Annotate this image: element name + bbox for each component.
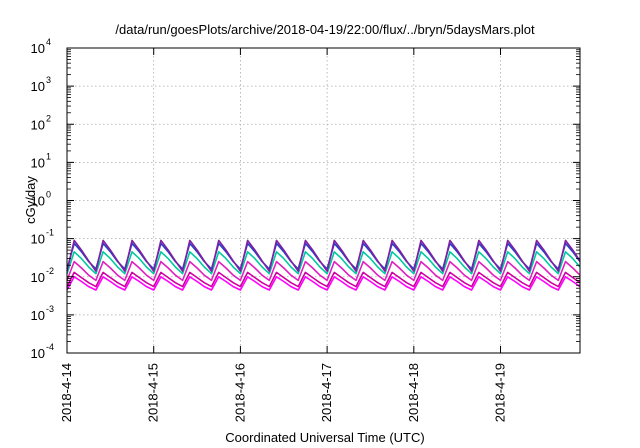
y-tick-exponent: -2: [46, 266, 54, 276]
x-tick-label: 2018-4-18: [406, 363, 421, 422]
series-line: [66, 275, 581, 291]
x-tick-label: 2018-4-14: [59, 363, 74, 422]
series-line: [66, 271, 581, 288]
y-tick-label: 10: [31, 155, 45, 170]
x-tick-layer: 2018-4-14 2018-4-15 2018-4-16 2018-4-17 2018…: [59, 48, 508, 422]
y-tick-label: 10: [31, 346, 45, 361]
y-tick-exponent: 1: [46, 151, 51, 161]
y-tick-exponent: 4: [46, 37, 51, 47]
y-tick-exponent: -4: [46, 342, 54, 352]
series-line: [66, 251, 581, 275]
y-tick-exponent: -3: [46, 304, 54, 314]
y-tick-label: 10: [31, 41, 45, 56]
y-tick-label: 10: [31, 194, 45, 209]
x-tick-label: 2018-4-17: [319, 363, 334, 422]
grid-layer: [67, 48, 580, 353]
x-axis-label: Coordinated Universal Time (UTC): [225, 430, 424, 445]
x-tick-label: 2018-4-19: [493, 363, 508, 422]
y-axis-label: cGy/day: [23, 176, 38, 224]
series-line: [66, 239, 581, 273]
series-layer: [66, 239, 581, 291]
y-tick-exponent: 3: [46, 75, 51, 85]
series-line: [66, 260, 581, 282]
y-tick-label: 10: [31, 308, 45, 323]
y-tick-exponent: -1: [46, 228, 54, 238]
y-tick-label: 10: [31, 232, 45, 247]
y-tick-label: 10: [31, 270, 45, 285]
y-tick-exponent: 2: [46, 113, 51, 123]
x-tick-label: 2018-4-16: [232, 363, 247, 422]
y-tick-label: 10: [31, 117, 45, 132]
y-tick-label: 10: [31, 79, 45, 94]
chart-title: /data/run/goesPlots/archive/2018-04-19/2…: [115, 22, 535, 37]
x-tick-label: 2018-4-15: [146, 363, 161, 422]
y-tick-exponent: 0: [46, 190, 51, 200]
